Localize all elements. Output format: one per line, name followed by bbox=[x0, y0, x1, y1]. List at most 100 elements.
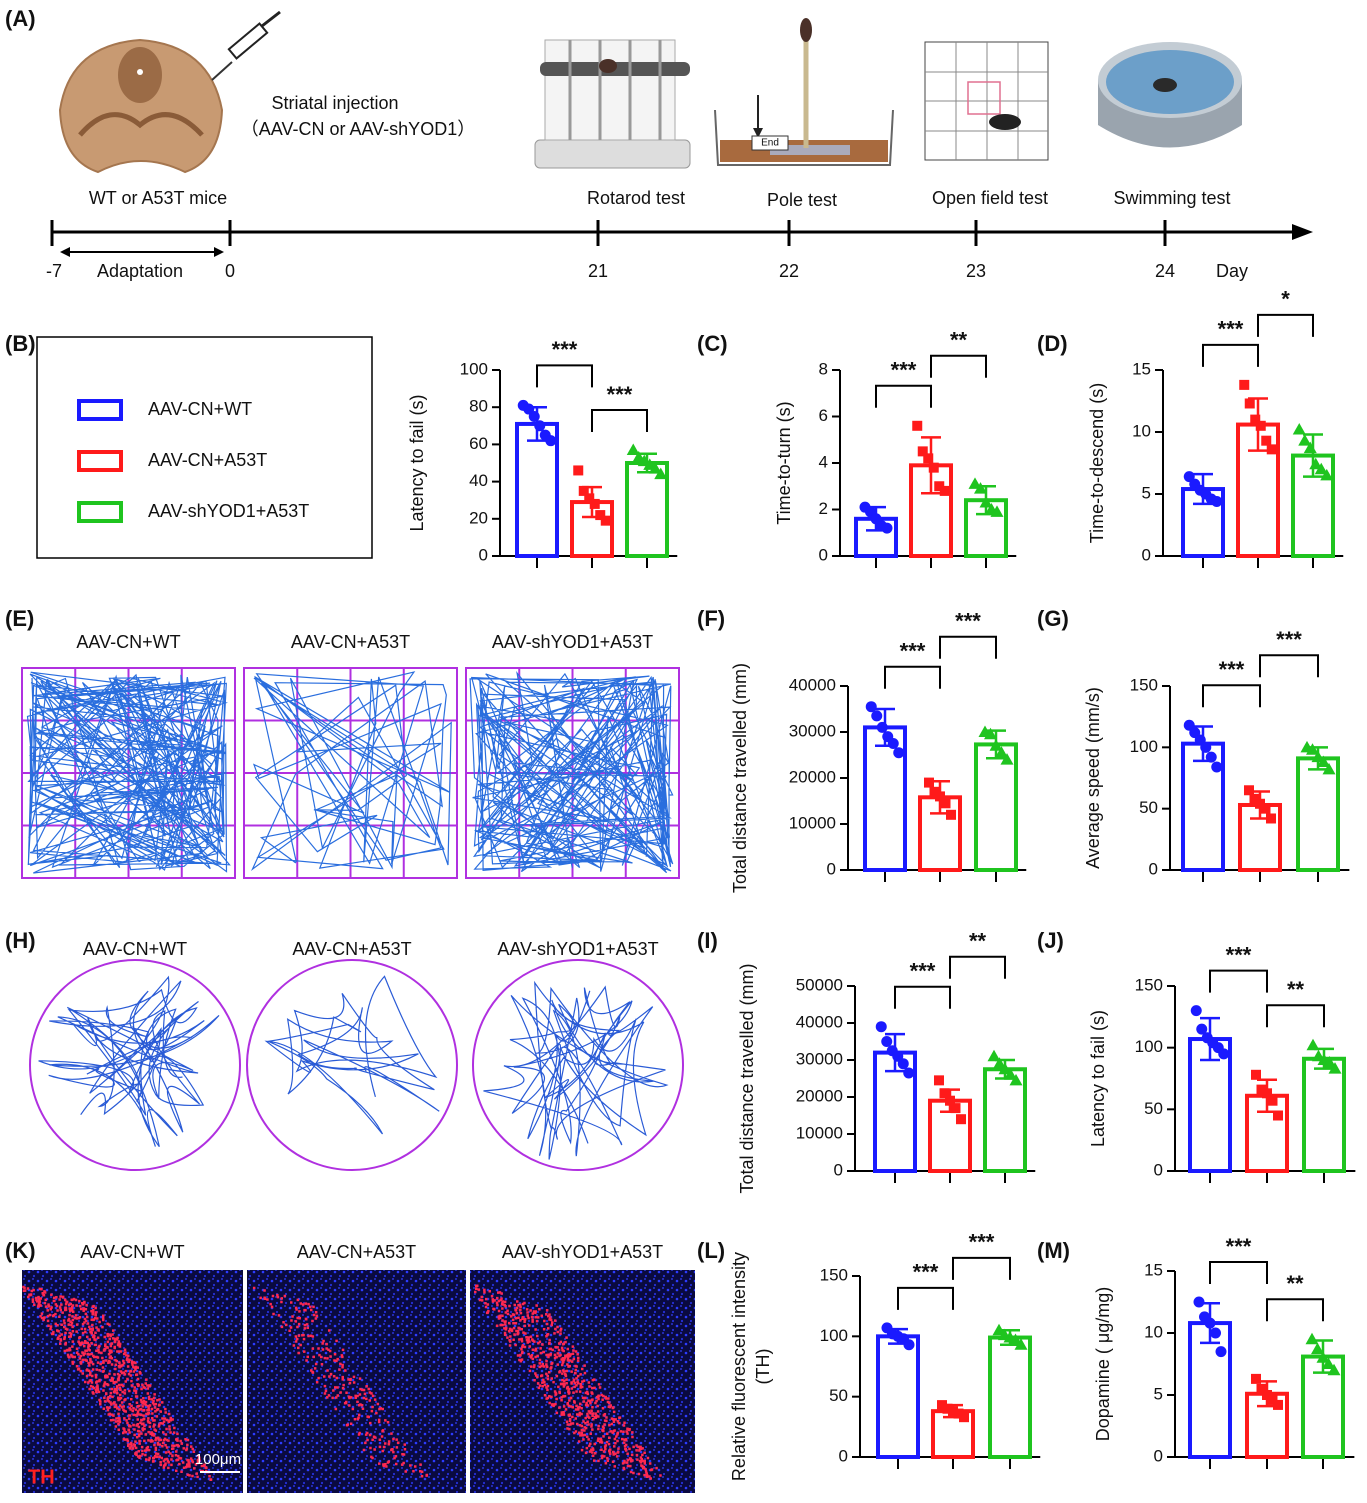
data-point bbox=[989, 739, 1003, 751]
y-axis-label: Total distance travelled (mm) bbox=[730, 663, 750, 893]
period-label: Adaptation bbox=[97, 261, 183, 281]
significance-bracket bbox=[1202, 684, 1261, 708]
y-tick-label: 40 bbox=[469, 471, 488, 490]
data-point bbox=[929, 786, 940, 797]
data-point bbox=[1256, 1084, 1267, 1095]
significance-bracket bbox=[1266, 1298, 1324, 1322]
movement-track bbox=[251, 671, 452, 871]
rotarod-illustration bbox=[534, 39, 691, 169]
significance-label: *** bbox=[900, 639, 926, 664]
data-point bbox=[987, 1049, 1001, 1062]
data-point bbox=[1239, 379, 1250, 390]
y-tick-label: 0 bbox=[819, 545, 828, 564]
data-point bbox=[937, 1400, 947, 1411]
data-point bbox=[1200, 741, 1212, 753]
y-tick-label: 30000 bbox=[789, 721, 836, 740]
arena bbox=[243, 667, 458, 879]
event-label: Pole test bbox=[767, 190, 837, 210]
significance-bracket bbox=[1209, 1261, 1268, 1284]
data-point bbox=[1251, 1069, 1261, 1080]
significance-label: * bbox=[1281, 287, 1290, 312]
data-point bbox=[1196, 1023, 1208, 1035]
y-tick-label: 0 bbox=[839, 1446, 848, 1465]
data-point bbox=[876, 721, 888, 733]
event-label: Open field test bbox=[932, 188, 1048, 208]
y-tick-label: 150 bbox=[820, 1265, 848, 1284]
y-tick-label: 50000 bbox=[796, 975, 843, 994]
panel-label: (M) bbox=[1037, 1238, 1070, 1263]
significance-bracket bbox=[894, 985, 951, 1009]
y-tick-label: 0 bbox=[834, 1160, 843, 1179]
data-point bbox=[934, 481, 945, 492]
data-point bbox=[897, 1058, 909, 1070]
panel-label: (J) bbox=[1037, 928, 1064, 953]
data-point bbox=[1323, 1055, 1336, 1068]
swim-track bbox=[264, 975, 440, 1135]
significance-bracket bbox=[1257, 313, 1314, 337]
data-point bbox=[917, 446, 928, 457]
data-point bbox=[1190, 1005, 1202, 1017]
data-point bbox=[626, 443, 640, 455]
significance-bracket bbox=[949, 955, 1006, 979]
data-point bbox=[545, 435, 557, 447]
y-tick-label: 20000 bbox=[789, 767, 836, 786]
data-point bbox=[1260, 803, 1271, 814]
y-tick-label: 50 bbox=[1139, 798, 1158, 817]
data-point bbox=[1255, 420, 1266, 431]
bar bbox=[988, 1335, 1032, 1460]
data-point bbox=[956, 1114, 966, 1125]
syringe bbox=[211, 10, 281, 81]
data-point bbox=[1009, 1333, 1022, 1345]
data-point bbox=[984, 727, 997, 740]
data-point bbox=[945, 1095, 955, 1106]
data-point bbox=[1250, 414, 1261, 425]
day-label: 22 bbox=[779, 261, 799, 281]
data-point bbox=[935, 791, 945, 802]
movement-track bbox=[469, 670, 674, 874]
y-tick-label: 50 bbox=[1144, 1099, 1163, 1118]
open-field-illustration bbox=[924, 41, 1049, 161]
data-point bbox=[1004, 1068, 1017, 1080]
data-point bbox=[1322, 1357, 1335, 1369]
y-axis-label: Latency to fail (s) bbox=[407, 394, 427, 531]
bar bbox=[1296, 756, 1340, 873]
panel-label: (G) bbox=[1037, 606, 1069, 631]
data-point bbox=[1311, 750, 1325, 763]
data-point bbox=[950, 1103, 961, 1114]
significance-bracket bbox=[875, 384, 932, 408]
brain-illustration bbox=[58, 38, 224, 174]
data-point bbox=[595, 510, 606, 521]
y-tick-label: 80 bbox=[469, 397, 488, 416]
data-point bbox=[995, 746, 1008, 758]
y-tick-label: 0 bbox=[1142, 545, 1151, 564]
panel-label: (C) bbox=[697, 331, 728, 356]
y-axis-label: Total distance travelled (mm) bbox=[737, 963, 757, 1193]
data-point bbox=[1267, 1095, 1278, 1106]
data-point bbox=[1273, 1399, 1283, 1410]
y-tick-label: 0 bbox=[1149, 859, 1158, 878]
y-tick-label: 20 bbox=[469, 508, 488, 527]
data-point bbox=[1262, 1088, 1272, 1099]
significance-bracket bbox=[884, 665, 941, 689]
y-tick-label: 100 bbox=[1135, 1037, 1163, 1056]
arena bbox=[465, 667, 680, 879]
data-point bbox=[1009, 1073, 1023, 1086]
panel-title: AAV-CN+A53T bbox=[291, 632, 410, 652]
legend-swatch bbox=[77, 399, 123, 421]
day-label: 0 bbox=[225, 261, 235, 281]
data-point bbox=[1266, 813, 1276, 824]
bar bbox=[1302, 1056, 1346, 1174]
day-label: 23 bbox=[966, 261, 986, 281]
data-point bbox=[1303, 441, 1317, 454]
y-tick-label: 10 bbox=[1132, 421, 1151, 440]
y-axis-label: (TH) bbox=[753, 1349, 773, 1385]
panel-title: AAV-CN+A53T bbox=[292, 939, 411, 959]
panel-label: (I) bbox=[697, 928, 718, 953]
significance-label: ** bbox=[1286, 1271, 1304, 1296]
significance-bracket bbox=[591, 408, 648, 432]
data-point bbox=[1320, 468, 1334, 481]
data-point bbox=[578, 485, 589, 496]
data-point bbox=[893, 747, 905, 759]
significance-bracket bbox=[1259, 654, 1319, 678]
y-axis-label: Time-to-descend (s) bbox=[1087, 383, 1107, 543]
